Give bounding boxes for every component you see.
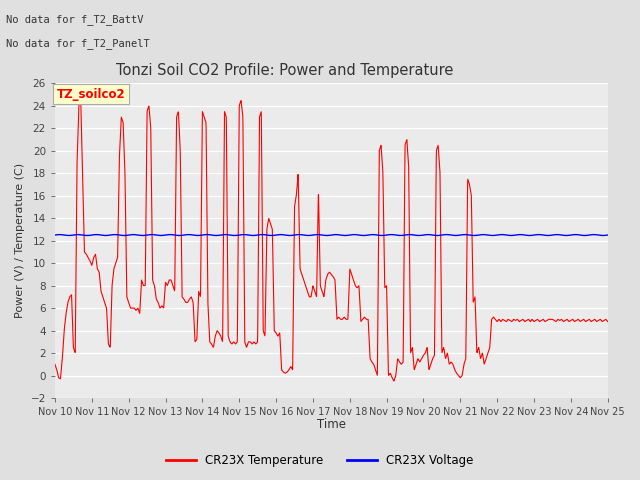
Text: No data for f_T2_PanelT: No data for f_T2_PanelT: [6, 38, 150, 49]
Text: No data for f_T2_BattV: No data for f_T2_BattV: [6, 14, 144, 25]
Text: Tonzi Soil CO2 Profile: Power and Temperature: Tonzi Soil CO2 Profile: Power and Temper…: [116, 63, 453, 78]
X-axis label: Time: Time: [317, 419, 346, 432]
Legend: CR23X Temperature, CR23X Voltage: CR23X Temperature, CR23X Voltage: [162, 449, 478, 472]
Y-axis label: Power (V) / Temperature (C): Power (V) / Temperature (C): [15, 163, 25, 318]
Text: TZ_soilco2: TZ_soilco2: [57, 88, 125, 101]
